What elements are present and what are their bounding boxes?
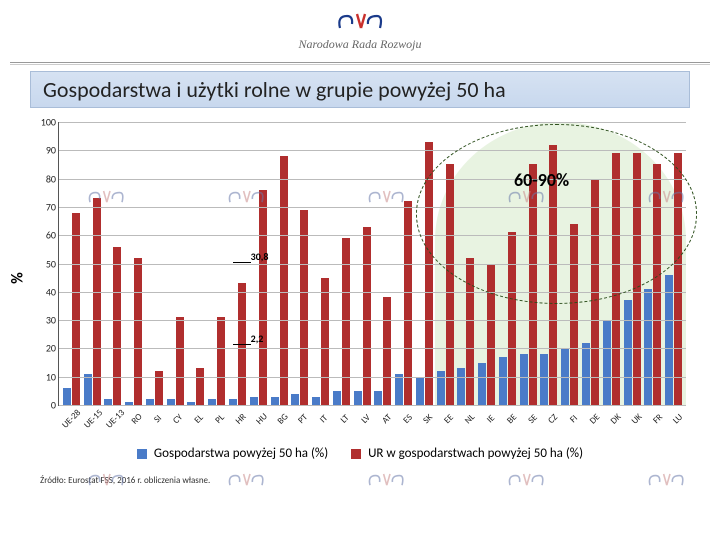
legend-swatch-1 bbox=[137, 449, 147, 459]
bar-series2 bbox=[404, 201, 412, 405]
legend-item-1: Gospodarstwa powyżej 50 ha (%) bbox=[137, 446, 328, 461]
y-tick: 100 bbox=[41, 116, 59, 129]
bar-series1 bbox=[603, 320, 611, 405]
bar-series2 bbox=[425, 142, 433, 405]
y-tick: 30 bbox=[46, 314, 59, 327]
bar-series1 bbox=[520, 354, 528, 405]
value-label: 2,2 bbox=[251, 332, 264, 345]
divider bbox=[10, 62, 710, 63]
legend-item-2: UR w gospodarstwach powyżej 50 ha (%) bbox=[351, 446, 583, 461]
bar-series1 bbox=[624, 300, 632, 405]
bar-series1 bbox=[582, 343, 590, 405]
bar-series2 bbox=[363, 227, 371, 405]
bar-series1 bbox=[395, 374, 403, 405]
grid-line bbox=[59, 320, 686, 321]
bar-series1 bbox=[271, 397, 279, 405]
bar-series2 bbox=[93, 198, 101, 405]
y-tick: 40 bbox=[46, 285, 59, 298]
logo-icon bbox=[335, 6, 385, 32]
y-axis-label: % bbox=[8, 272, 27, 284]
header-logo-area: Narodowa Rada Rozwoju bbox=[0, 0, 720, 62]
bar-series1 bbox=[291, 394, 299, 405]
bar-series1 bbox=[478, 363, 486, 405]
bar-series1 bbox=[374, 391, 382, 405]
grid-line bbox=[59, 264, 686, 265]
bar-series2 bbox=[633, 153, 641, 405]
bar-series2 bbox=[321, 278, 329, 405]
bar-series2 bbox=[383, 297, 391, 405]
bar-series1 bbox=[540, 354, 548, 405]
y-tick: 70 bbox=[46, 200, 59, 213]
bar-series1 bbox=[644, 289, 652, 405]
grid-line bbox=[59, 122, 686, 123]
bar-series2 bbox=[113, 247, 121, 405]
bar-series2 bbox=[674, 153, 682, 405]
grid-line bbox=[59, 292, 686, 293]
bar-series2 bbox=[612, 153, 620, 405]
legend-label-1: Gospodarstwa powyżej 50 ha (%) bbox=[154, 446, 328, 461]
y-tick: 90 bbox=[46, 144, 59, 157]
source-text: Źródło: Eurostat FSS, 2016 r. obliczenia… bbox=[40, 475, 720, 486]
legend-label-2: UR w gospodarstwach powyżej 50 ha (%) bbox=[368, 446, 583, 461]
leader-line bbox=[233, 344, 251, 345]
x-axis-labels: UE-28UE-15UE-13ROSICYELPLHRHUBGPTITLTLVA… bbox=[58, 408, 686, 438]
bar-series2 bbox=[508, 232, 516, 405]
grid-line bbox=[59, 207, 686, 208]
bar-series1 bbox=[499, 357, 507, 405]
bar-series1 bbox=[312, 397, 320, 405]
y-tick: 50 bbox=[46, 257, 59, 270]
grid-line bbox=[59, 179, 686, 180]
bar-series1 bbox=[84, 374, 92, 405]
page-title: Gospodarstwa i użytki rolne w grupie pow… bbox=[30, 71, 690, 108]
grid-line bbox=[59, 377, 686, 378]
y-tick: 60 bbox=[46, 229, 59, 242]
bar-series2 bbox=[653, 164, 661, 405]
bar-series2 bbox=[570, 224, 578, 405]
bar-chart: % 010203040506070809010030,82,2 UE-28UE-… bbox=[38, 118, 690, 438]
bar-series2 bbox=[466, 258, 474, 405]
bar-series1 bbox=[63, 388, 71, 405]
bar-series1 bbox=[665, 275, 673, 405]
plot-area: 010203040506070809010030,82,2 bbox=[58, 122, 686, 406]
value-label: 30,8 bbox=[251, 250, 269, 263]
divider bbox=[10, 64, 710, 65]
callout-label: 60-90% bbox=[514, 169, 569, 191]
bar-series2 bbox=[487, 264, 495, 406]
leader-line bbox=[233, 262, 251, 263]
grid-line bbox=[59, 150, 686, 151]
logo-text: Narodowa Rada Rozwoju bbox=[0, 37, 720, 52]
y-tick: 10 bbox=[46, 370, 59, 383]
legend: Gospodarstwa powyżej 50 ha (%) UR w gosp… bbox=[0, 446, 720, 461]
bar-series1 bbox=[416, 377, 424, 405]
bar-series2 bbox=[134, 258, 142, 405]
grid-line bbox=[59, 235, 686, 236]
bar-series2 bbox=[446, 164, 454, 405]
y-tick: 20 bbox=[46, 342, 59, 355]
bar-series2 bbox=[196, 368, 204, 405]
legend-swatch-2 bbox=[351, 449, 361, 459]
bar-series2 bbox=[259, 190, 267, 405]
bar-series1 bbox=[333, 391, 341, 405]
bar-series1 bbox=[354, 391, 362, 405]
bar-series2 bbox=[280, 156, 288, 405]
bar-series2 bbox=[529, 164, 537, 405]
grid-line bbox=[59, 405, 686, 406]
bar-series2 bbox=[217, 317, 225, 405]
bar-series2 bbox=[176, 317, 184, 405]
grid-line bbox=[59, 348, 686, 349]
y-tick: 80 bbox=[46, 172, 59, 185]
bar-series1 bbox=[250, 397, 258, 405]
bar-series1 bbox=[457, 368, 465, 405]
